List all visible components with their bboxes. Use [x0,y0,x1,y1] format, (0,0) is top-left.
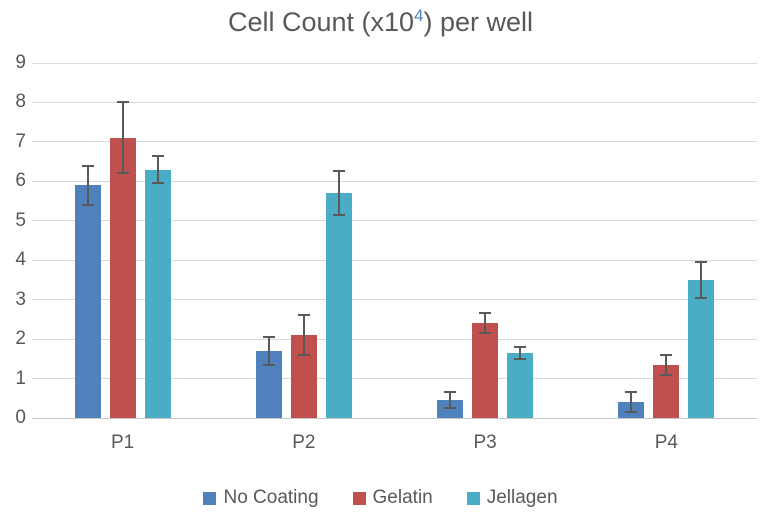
error-bar-p4-gelatin [665,354,668,375]
error-bar-cap-bottom [514,357,527,360]
x-axis-label-p3: P3 [473,432,497,453]
legend-marker-gelatin-icon [352,491,366,505]
legend-marker-no-coating-icon [203,491,217,505]
gridline-7 [32,141,757,143]
error-bar-cap-top [514,346,527,348]
error-bar-cap-bottom [262,363,275,366]
error-bar-cap-top [625,391,638,394]
legend-item-gelatin: Gelatin [352,487,433,509]
legend-label-gelatin: Gelatin [372,487,433,508]
error-bar-p4-no-coating [630,392,633,413]
y-axis-label-4: 4 [15,249,26,271]
y-axis-label-0: 0 [15,407,26,428]
title-superscript: 4 [414,6,424,25]
legend-item-no-coating: No Coating [203,487,319,509]
error-bar-cap-top [262,336,275,339]
y-axis-label-8: 8 [15,91,26,113]
x-axis-line [32,417,757,419]
error-bar-p3-jellagen [519,347,522,359]
error-bar-cap-bottom [695,296,708,299]
error-bar-cap-top [444,391,457,394]
gridline-6 [32,180,757,182]
error-bar-p3-no-coating [449,392,452,409]
error-bar-p2-gelatin [302,315,305,355]
error-bar-cap-bottom [332,213,345,216]
y-axis-label-7: 7 [15,130,26,152]
error-bar-cap-top [116,101,129,104]
gridline-2 [32,338,757,340]
error-bar-cap-bottom [479,332,492,335]
legend-label-no-coating: No Coating [223,487,319,508]
x-axis-label-p2: P2 [292,432,316,453]
x-axis-label-p1: P1 [111,432,135,453]
y-axis-label-3: 3 [15,288,26,310]
error-bar-p1-gelatin [121,102,124,174]
error-bar-p3-gelatin [484,313,487,334]
error-bar-cap-bottom [151,182,164,185]
bar-p3-no-coating [437,400,464,418]
y-axis-label-5: 5 [15,209,26,231]
y-axis-label-9: 9 [15,52,26,73]
gridline-9 [32,62,757,64]
bar-p3-gelatin [472,323,499,418]
gridline-8 [32,101,757,103]
y-axis-label-2: 2 [15,328,26,350]
error-bar-cap-top [695,261,708,264]
error-bar-cap-top [332,170,345,173]
x-axis-label-p4: P4 [654,432,678,453]
legend: No Coating Gelatin Jellagen [0,487,761,509]
bar-p3-jellagen [507,352,534,418]
error-bar-cap-bottom [660,373,673,376]
y-axis-label-1: 1 [15,367,26,389]
error-bar-cap-top [660,353,673,356]
bar-p4-jellagen [688,279,715,418]
error-bar-cap-bottom [81,204,94,206]
legend-marker-jellagen-icon [466,491,480,505]
bar-p1-gelatin [109,137,136,418]
error-bar-p1-jellagen [156,155,159,184]
error-bar-p4-jellagen [700,262,703,298]
error-bar-cap-top [81,164,94,167]
legend-item-jellagen: Jellagen [466,487,558,509]
gridline-4 [32,259,757,261]
error-bar-cap-bottom [625,411,638,414]
error-bar-cap-top [151,154,164,157]
gridline-3 [32,299,757,301]
error-bar-cap-bottom [116,172,129,175]
error-bar-cap-bottom [297,353,310,356]
chart-title: Cell Count (x104) per well [0,4,761,40]
bar-p1-no-coating [74,185,101,418]
error-bar-p1-no-coating [86,165,89,205]
error-bar-cap-bottom [444,407,457,410]
legend-label-jellagen: Jellagen [486,487,558,508]
error-bar-p2-jellagen [337,171,340,215]
error-bar-cap-top [479,312,492,315]
y-axis-label-6: 6 [15,170,26,192]
error-bar-cap-top [297,314,310,317]
gridline-5 [32,220,757,222]
chart-title-suffix: ) per well [423,7,534,37]
bar-p2-jellagen [325,193,352,418]
bar-p1-jellagen [144,169,171,418]
gridline-1 [32,378,757,380]
error-bar-p2-no-coating [267,337,270,365]
chart-title-prefix: Cell Count (x10 [227,7,415,37]
